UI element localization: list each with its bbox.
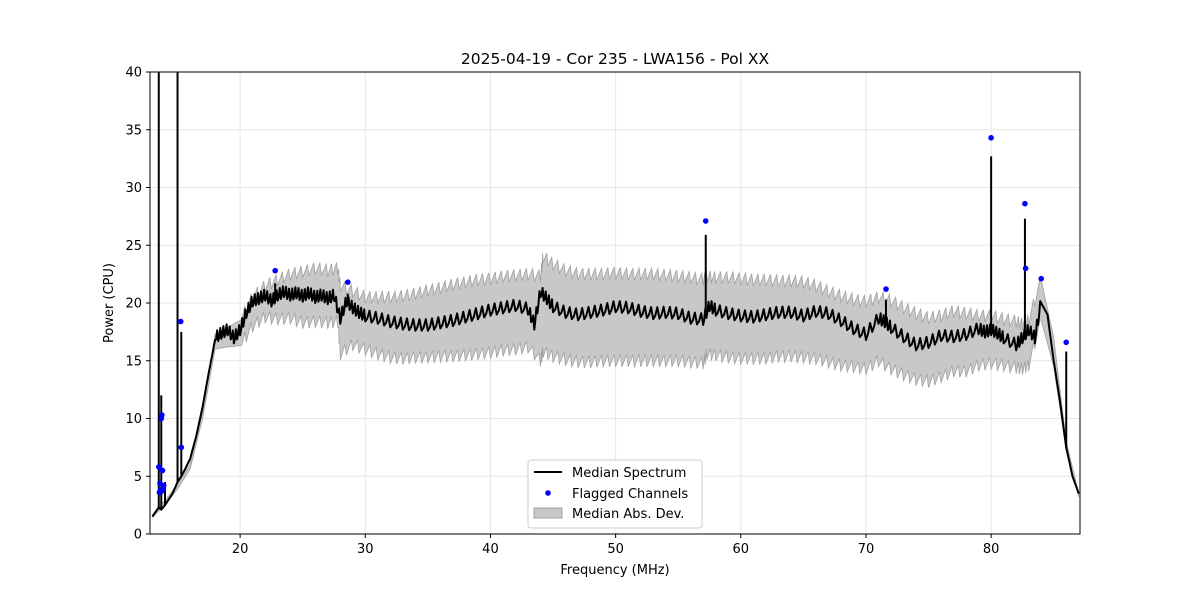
flagged-channel-point <box>1022 265 1029 272</box>
x-tick-label: 60 <box>733 542 750 557</box>
legend-label-flagged-channels: Flagged Channels <box>572 487 688 502</box>
x-tick-label: 40 <box>482 542 499 557</box>
y-tick-label: 35 <box>125 123 142 138</box>
x-axis: 20 30 40 50 60 70 80 <box>232 534 1000 557</box>
flagged-channel-point <box>702 218 709 224</box>
legend: Median Spectrum Flagged Channels Median … <box>527 459 703 529</box>
x-tick-label: 30 <box>357 542 374 557</box>
y-tick-label: 0 <box>134 528 142 543</box>
flagged-channel-point <box>177 318 184 325</box>
y-tick-label: 20 <box>125 297 142 312</box>
y-tick-label: 10 <box>125 412 142 427</box>
flagged-channel-point <box>988 135 994 141</box>
flagged-channel-point <box>159 412 165 418</box>
y-axis: 0 5 10 15 20 25 30 35 40 <box>125 66 150 543</box>
y-tick-label: 5 <box>134 470 142 485</box>
flagged-channel-point <box>159 467 166 474</box>
y-tick-label: 15 <box>125 354 142 369</box>
flagged-channel-point <box>156 464 162 470</box>
x-tick-label: 20 <box>232 542 249 557</box>
mad-band <box>152 253 1080 518</box>
flagged-channel-point <box>160 486 166 492</box>
x-tick-label: 50 <box>607 542 624 557</box>
flagged-channel-point <box>272 267 279 274</box>
flagged-channel-point <box>345 279 351 286</box>
mad-band-layer <box>152 253 1080 518</box>
legend-flag-swatch <box>545 490 551 496</box>
median-spectrum-layer <box>151 72 1080 518</box>
chart-title: 2025-04-19 - Cor 235 - LWA156 - Pol XX <box>461 50 770 68</box>
x-tick-label: 80 <box>983 542 1000 557</box>
legend-label-median-abs-dev: Median Abs. Dev. <box>572 507 684 522</box>
x-tick-label: 70 <box>858 542 875 557</box>
y-tick-label: 25 <box>125 239 142 254</box>
legend-band-swatch <box>533 507 563 519</box>
legend-label-median-spectrum: Median Spectrum <box>572 466 686 481</box>
y-tick-label: 30 <box>125 181 142 196</box>
y-tick-label: 40 <box>125 66 142 81</box>
flagged-channels-layer <box>156 135 1069 496</box>
x-axis-label: Frequency (MHz) <box>560 563 669 578</box>
flagged-channel-point <box>1063 339 1069 346</box>
flagged-channel-point <box>883 286 889 292</box>
flagged-channel-point <box>178 444 185 451</box>
flagged-channel-point <box>1038 275 1044 282</box>
legend-box <box>527 459 703 529</box>
median-spectrum-line <box>151 285 1080 518</box>
flagged-channel-point <box>1022 200 1028 207</box>
y-axis-label: Power (CPU) <box>102 263 117 343</box>
